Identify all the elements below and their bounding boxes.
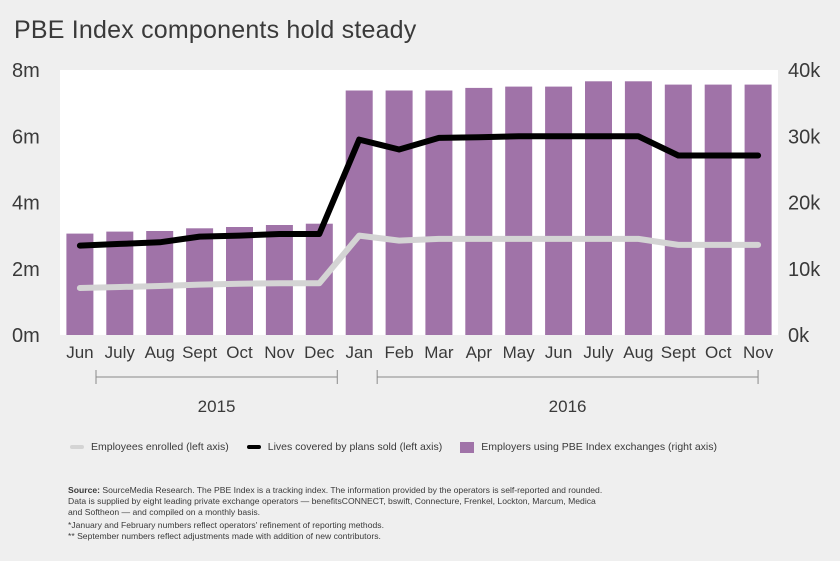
x-axis-tick: July xyxy=(105,343,136,362)
bar-employers xyxy=(664,84,692,335)
bar-employers xyxy=(66,233,94,335)
x-axis-tick: Apr xyxy=(466,343,493,362)
x-axis-tick: July xyxy=(583,343,614,362)
bar-employers xyxy=(545,86,573,335)
footer-source: Source: SourceMedia Research. The PBE In… xyxy=(68,485,768,496)
x-axis-tick: Sept xyxy=(182,343,217,362)
bar-employers xyxy=(106,231,134,335)
legend-swatch-lives xyxy=(246,445,261,449)
source-label: Source: xyxy=(68,485,100,495)
x-axis-tick: Jan xyxy=(345,343,372,362)
x-axis-tick: Nov xyxy=(264,343,295,362)
bar-employers xyxy=(744,84,772,335)
bar-employers xyxy=(505,86,533,335)
right-axis-tick: 10k xyxy=(788,259,821,281)
legend-item-lives: Lives covered by plans sold (left axis) xyxy=(246,441,443,453)
bar-employers xyxy=(585,81,612,335)
left-axis-tick: 2m xyxy=(12,259,40,281)
x-axis-tick: Mar xyxy=(424,343,454,362)
right-axis-tick: 20k xyxy=(788,193,821,215)
right-axis-tick: 30k xyxy=(788,126,821,148)
x-axis-tick: Oct xyxy=(226,343,253,362)
x-axis-tick: Nov xyxy=(743,343,774,362)
x-axis-tick: Aug xyxy=(145,343,175,362)
x-axis-tick: Feb xyxy=(384,343,413,362)
bar-employers xyxy=(704,84,732,335)
legend-swatch-employers xyxy=(460,441,475,453)
bar-employers xyxy=(385,90,413,335)
footer-line-3: and Softheon — and compiled on a monthly… xyxy=(68,507,261,517)
x-axis-tick: Jun xyxy=(545,343,572,362)
footer-line-2: Data is supplied by eight leading privat… xyxy=(68,496,596,506)
footer-note-2: ** September numbers reflect adjustments… xyxy=(68,531,381,541)
legend-swatch-enrolled xyxy=(70,445,84,449)
line-lives-covered xyxy=(76,133,762,249)
bar-employers xyxy=(345,90,373,335)
plot-area xyxy=(60,70,778,335)
legend-label-enrolled: Employees enrolled (left axis) xyxy=(91,441,229,453)
right-axis-tick: 40k xyxy=(788,60,821,82)
chart: 0m 2m 4m 6m 8m 0k 10k 20k 30k 40k Jun July Aug Sept Oc… xyxy=(12,60,821,416)
legend: Employees enrolled (left axis) Lives cov… xyxy=(70,441,717,453)
bar-employers xyxy=(465,87,493,336)
x-axis-tick: Dec xyxy=(304,343,335,362)
left-axis-tick: 4m xyxy=(12,193,40,215)
bar-employers xyxy=(624,81,652,335)
year-label: 2016 xyxy=(549,397,587,416)
x-axis-tick: Oct xyxy=(705,343,732,362)
year-label: 2015 xyxy=(198,397,236,416)
legend-item-enrolled: Employees enrolled (left axis) xyxy=(70,441,229,453)
legend-label-employers: Employers using PBE Index exchanges (rig… xyxy=(481,441,718,453)
left-axis-tick: 8m xyxy=(12,60,40,82)
x-axis-tick: Aug xyxy=(623,343,653,362)
bar-employers xyxy=(425,90,453,335)
x-axis-tick: Sept xyxy=(661,343,696,362)
footer-notes: Source: SourceMedia Research. The PBE In… xyxy=(68,485,768,542)
footer-note-1: *January and February numbers reflect op… xyxy=(68,520,384,530)
legend-item-employers: Employers using PBE Index exchanges (rig… xyxy=(460,441,717,453)
line-employees-enrolled xyxy=(76,232,762,291)
bar-employers xyxy=(265,225,293,335)
right-axis-tick: 0k xyxy=(788,325,810,347)
left-axis-tick: 0m xyxy=(12,325,40,347)
legend-label-lives: Lives covered by plans sold (left axis) xyxy=(267,441,443,453)
source-text: SourceMedia Research. The PBE Index is a… xyxy=(100,485,603,495)
left-axis-tick: 6m xyxy=(12,126,40,148)
x-axis-tick: Jun xyxy=(66,343,93,362)
chart-title: PBE Index components hold steady xyxy=(14,16,417,44)
x-axis-tick: May xyxy=(503,343,536,362)
